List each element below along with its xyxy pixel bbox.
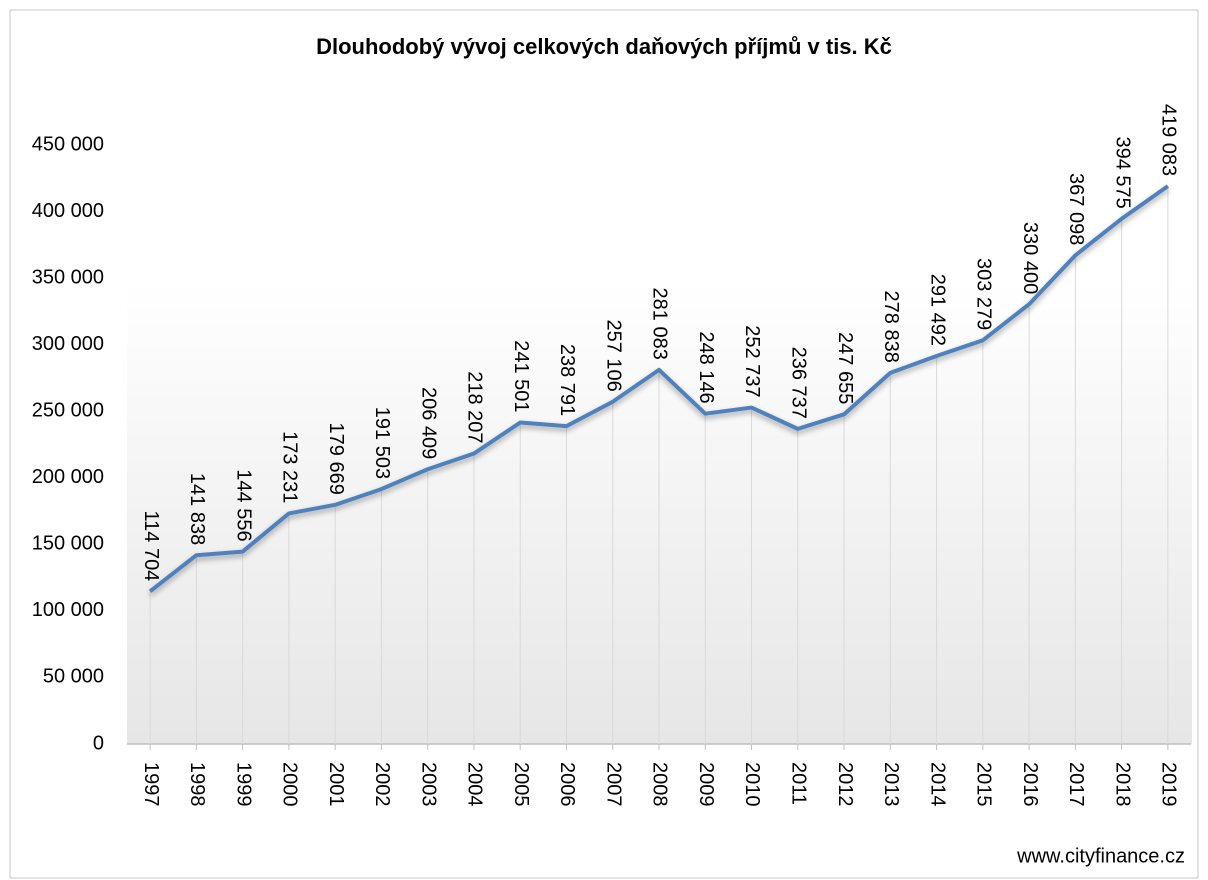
data-label: 303 279	[973, 258, 995, 330]
data-label: 247 655	[834, 332, 856, 404]
data-label: 236 737	[788, 347, 810, 419]
x-tick-label: 2019	[1158, 762, 1180, 807]
y-tick-label: 200 000	[32, 466, 104, 488]
data-label: 144 556	[232, 469, 254, 541]
data-label: 419 083	[1158, 104, 1180, 176]
x-tick-label: 2007	[602, 762, 624, 807]
x-tick-label: 2016	[1019, 762, 1041, 807]
x-tick-label: 2002	[371, 762, 393, 807]
data-label: 252 737	[741, 325, 763, 397]
x-tick-label: 2018	[1111, 762, 1133, 807]
y-tick-label: 450 000	[32, 133, 104, 155]
x-tick-label: 2010	[741, 762, 763, 807]
line	[148, 184, 1170, 593]
x-tick-label: 2003	[417, 762, 439, 807]
y-tick-label: 150 000	[32, 533, 104, 555]
x-tick-label: 2011	[788, 762, 810, 805]
data-label: 291 492	[926, 274, 948, 346]
data-label: 206 409	[417, 387, 439, 459]
y-tick-label: 250 000	[32, 400, 104, 422]
x-tick-label: 2000	[279, 762, 301, 807]
data-label: 141 838	[186, 473, 208, 545]
y-tick-label: 400 000	[32, 200, 104, 222]
x-tick-label: 2014	[926, 762, 948, 807]
x-tick-label: 1997	[140, 762, 162, 807]
x-tick-label: 2001	[325, 762, 347, 807]
data-label: 218 207	[464, 371, 486, 443]
x-tick-label: 2012	[834, 762, 856, 807]
x-tick-label: 2004	[464, 762, 486, 807]
x-tick-label: 2017	[1065, 762, 1087, 807]
y-tick-label: 50 000	[43, 666, 104, 688]
y-tick-label: 350 000	[32, 266, 104, 288]
source: www.cityfinance.cz	[1016, 845, 1185, 867]
x-tick-label: 1999	[232, 762, 254, 807]
data-label: 281 083	[649, 288, 671, 360]
y-tick-label: 300 000	[32, 333, 104, 355]
data-label: 114 704	[140, 511, 162, 582]
data-label: 278 838	[880, 291, 902, 363]
data-label: 394 575	[1111, 136, 1133, 208]
x-tick-label: 2013	[880, 762, 902, 807]
x-tick-label: 2005	[510, 762, 532, 807]
y-tick-label: 0	[93, 732, 104, 754]
data-label: 173 231	[279, 431, 301, 503]
chart-title: Dlouhodobý vývoj celkových daňových příj…	[316, 34, 892, 59]
data-label: 191 503	[371, 407, 393, 479]
data-label: 257 106	[602, 319, 624, 391]
data-label: 238 791	[556, 344, 578, 416]
x-tick-label: 1998	[186, 762, 208, 807]
x-tick-label: 2009	[695, 762, 717, 807]
data-label: 330 400	[1019, 222, 1041, 294]
data-label: 367 098	[1065, 173, 1087, 245]
y-tick-label: 100 000	[32, 599, 104, 621]
x-tick-label: 2015	[973, 762, 995, 807]
x-tick-label: 2006	[556, 762, 578, 807]
data-label: 241 501	[510, 340, 532, 412]
data-label: 179 669	[325, 423, 347, 495]
data-label: 248 146	[695, 331, 717, 403]
x-tick-label: 2008	[649, 762, 671, 807]
